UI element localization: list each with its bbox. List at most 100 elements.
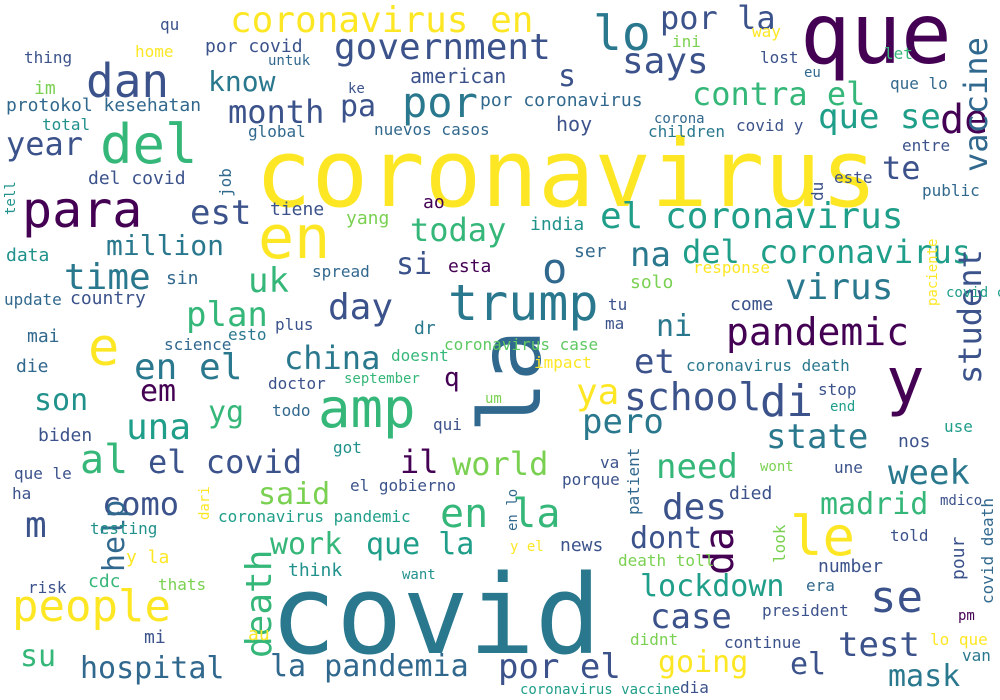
cloud-word: mai [27, 326, 60, 347]
cloud-word: lo que [930, 630, 988, 649]
cloud-word: del covid [88, 168, 186, 189]
cloud-word: pandemic [726, 310, 910, 354]
cloud-word: student [951, 249, 989, 384]
cloud-word: total [42, 115, 91, 134]
cloud-word: thats [158, 575, 207, 594]
cloud-word: por [402, 78, 478, 127]
cloud-word: des [662, 487, 728, 528]
cloud-word: spread [312, 262, 370, 281]
cloud-word: en la [440, 491, 561, 537]
cloud-word: coronavirus en [230, 0, 534, 41]
cloud-word: ao [423, 192, 445, 213]
cloud-word: era [806, 576, 835, 595]
cloud-word: te [882, 149, 921, 187]
cloud-word: que lo [890, 74, 948, 93]
cloud-word: impact [534, 353, 592, 372]
cloud-word: wont [760, 459, 794, 475]
cloud-word: says [622, 41, 709, 82]
cloud-word: del coronavirus [682, 233, 971, 271]
cloud-word: el [790, 647, 827, 682]
cloud-word: nuevos casos [374, 120, 490, 139]
cloud-word: entre [902, 136, 951, 155]
cloud-word: country [70, 288, 146, 309]
cloud-word: el coronavirus [600, 196, 904, 237]
cloud-word: coronavirus case [444, 335, 599, 354]
cloud-word: mi [144, 627, 166, 648]
cloud-word: stop [818, 380, 857, 399]
cloud-word: au [248, 624, 270, 645]
cloud-word: se [870, 572, 923, 623]
cloud-word: thing [24, 48, 73, 67]
cloud-word: amp [318, 377, 416, 440]
cloud-word: del [100, 113, 198, 176]
cloud-word: uk [248, 261, 289, 301]
cloud-word: tiene [270, 199, 325, 220]
cloud-word: people [12, 581, 171, 632]
cloud-word: untuk [268, 53, 311, 69]
cloud-word: news [560, 535, 604, 556]
cloud-word: por el [498, 647, 621, 687]
cloud-word: um [485, 391, 502, 407]
cloud-word: ser [574, 241, 607, 262]
cloud-word: coronavirus pandemic [218, 507, 411, 526]
cloud-word: work [270, 527, 343, 562]
cloud-word: en [258, 203, 331, 273]
cloud-word: eu [804, 65, 821, 81]
cloud-word: vaccine [957, 37, 995, 172]
cloud-word: al [80, 437, 129, 483]
cloud-word: protokol kesehatan [6, 95, 202, 116]
cloud-word: pero [582, 402, 664, 442]
cloud-word: need [656, 447, 738, 487]
cloud-word: todo [272, 401, 311, 420]
cloud-word: por coronavirus [480, 90, 643, 111]
cloud-word: said [258, 477, 331, 512]
cloud-word: ni [656, 309, 693, 344]
cloud-word: dr [414, 318, 436, 339]
cloud-word: esto [228, 325, 267, 344]
cloud-word: lo [593, 6, 651, 62]
cloud-word: come [730, 294, 774, 315]
cloud-word: covid death [978, 498, 997, 604]
cloud-word: dan [86, 54, 170, 108]
cloud-word: une [834, 458, 863, 477]
cloud-word: yg [208, 395, 245, 430]
cloud-word: want [402, 567, 436, 583]
cloud-word: china [284, 339, 381, 377]
cloud-word: esta [448, 256, 492, 277]
cloud-word: day [328, 287, 394, 328]
cloud-word: number [818, 556, 884, 577]
cloud-word: coronavirus vaccine [520, 682, 681, 698]
cloud-word: risk [28, 578, 67, 597]
cloud-word: week [888, 453, 970, 493]
cloud-word: hospital [80, 651, 225, 686]
cloud-word: ke [348, 81, 365, 97]
cloud-word: pour [948, 536, 969, 580]
cloud-word: doctor [268, 374, 326, 393]
cloud-word: q [444, 363, 460, 393]
cloud-word: corona [654, 111, 705, 127]
cloud-word: de [940, 97, 989, 143]
cloud-word: government [334, 27, 551, 68]
cloud-word: cdc [88, 571, 121, 592]
cloud-word: trump [448, 274, 599, 332]
cloud-word: sin [166, 268, 199, 289]
cloud-word: porque [562, 470, 620, 489]
cloud-word: y la [126, 547, 170, 568]
cloud-word: home [135, 42, 174, 61]
cloud-word: m [25, 505, 47, 546]
cloud-word: dia [680, 678, 709, 697]
cloud-word: doesnt [391, 346, 449, 365]
cloud-word: solo [630, 272, 674, 293]
cloud-word: testing [90, 519, 158, 538]
cloud-word: month [228, 93, 325, 131]
cloud-word: coronavirus [255, 120, 878, 229]
cloud-word: ya [576, 372, 620, 413]
cloud-word: dari [197, 486, 213, 520]
cloud-word: response [693, 258, 771, 277]
cloud-word: lockdown [640, 569, 785, 604]
cloud-word: american [410, 64, 507, 88]
cloud-word: test [838, 625, 920, 665]
cloud-word: way [752, 22, 781, 41]
cloud-word: died [729, 483, 773, 504]
